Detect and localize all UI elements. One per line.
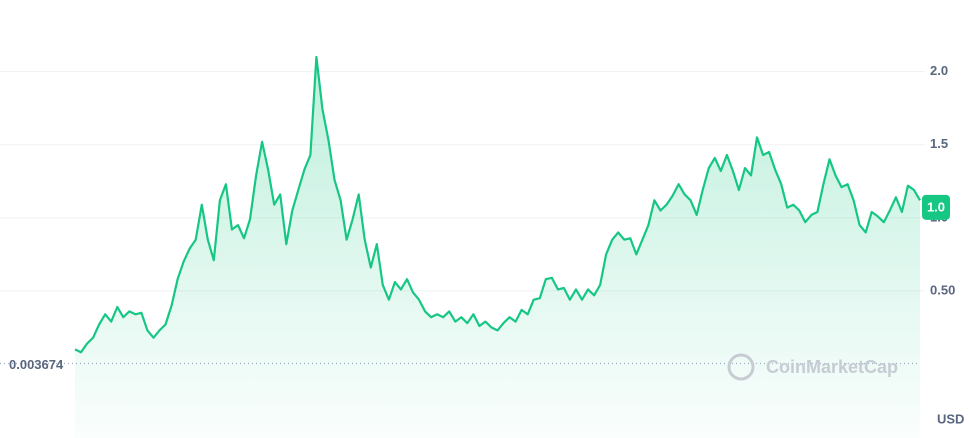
price-line [74, 55, 921, 354]
area [75, 57, 920, 438]
plot [0, 55, 921, 438]
current-price-badge: 1.0 [922, 194, 950, 220]
y-tick-label: 2.0 [930, 63, 948, 78]
currency-label: USD [937, 411, 964, 426]
badge-bg [922, 194, 950, 220]
y-tick-label: 1.5 [930, 136, 948, 151]
watermark: CoinMarketCap [727, 353, 898, 381]
watermark-logo [727, 353, 755, 381]
badge-text: 1.0 [927, 199, 945, 214]
baseline-label: 0.003674 [9, 357, 64, 372]
watermark-text: CoinMarketCap [766, 357, 898, 377]
y-tick-label: 0.50 [930, 282, 955, 297]
